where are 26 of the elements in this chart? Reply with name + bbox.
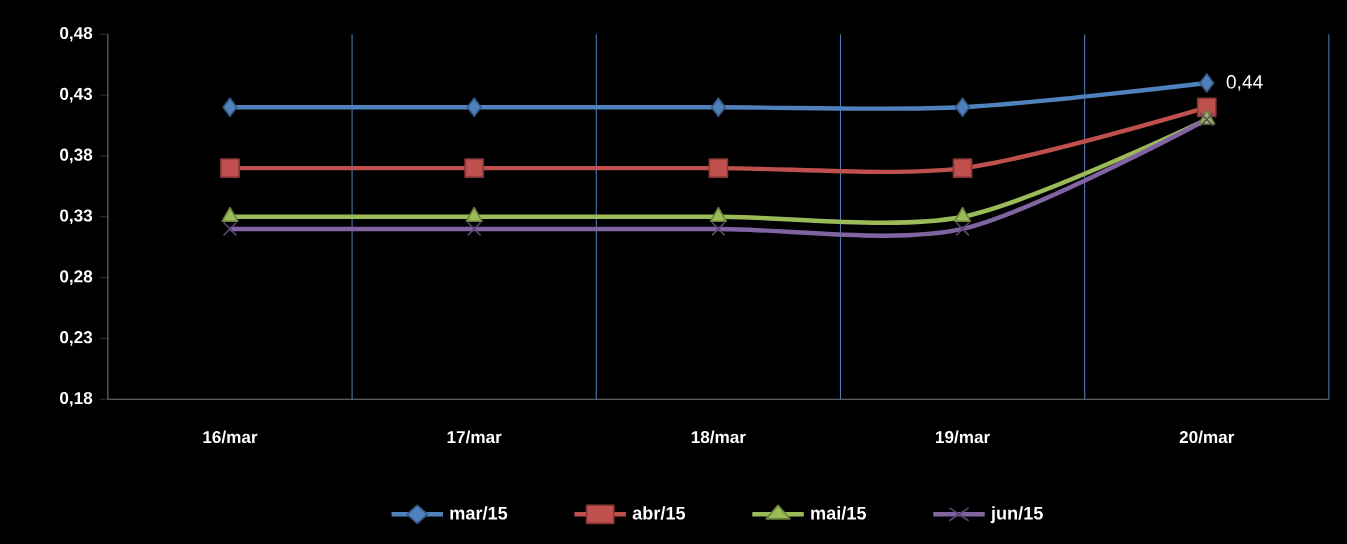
x-tick-label: 20/mar [1179, 430, 1235, 444]
legend-label: jun/15 [990, 506, 1043, 523]
legend-label: mar/15 [450, 506, 508, 520]
y-tick-label: 0,33 [60, 209, 93, 224]
y-tick-label: 0,48 [60, 26, 93, 42]
y-tick-label: 0,23 [60, 330, 93, 346]
point [1199, 72, 1215, 93]
point [464, 157, 485, 178]
point [952, 157, 973, 178]
point [220, 157, 240, 178]
annotation: 0,44 [1226, 74, 1263, 91]
point [954, 97, 971, 117]
x-tick-label: 17/mar [447, 430, 502, 444]
x-tick-label: 16/mar [203, 430, 258, 444]
y-tick-label: 0,28 [60, 270, 93, 285]
y-tick-label: 0,18 [60, 391, 93, 407]
point [222, 97, 238, 117]
x-tick-label: 18/mar [691, 430, 746, 444]
y-tick-label: 0,43 [60, 87, 93, 103]
point [708, 157, 729, 178]
point [466, 97, 482, 117]
legend-label: abr/15 [632, 506, 686, 520]
x-tick-label: 19/mar [936, 430, 990, 444]
point [710, 97, 726, 117]
y-tick-label: 0,38 [60, 148, 93, 164]
legend-label: mai/15 [811, 506, 867, 520]
